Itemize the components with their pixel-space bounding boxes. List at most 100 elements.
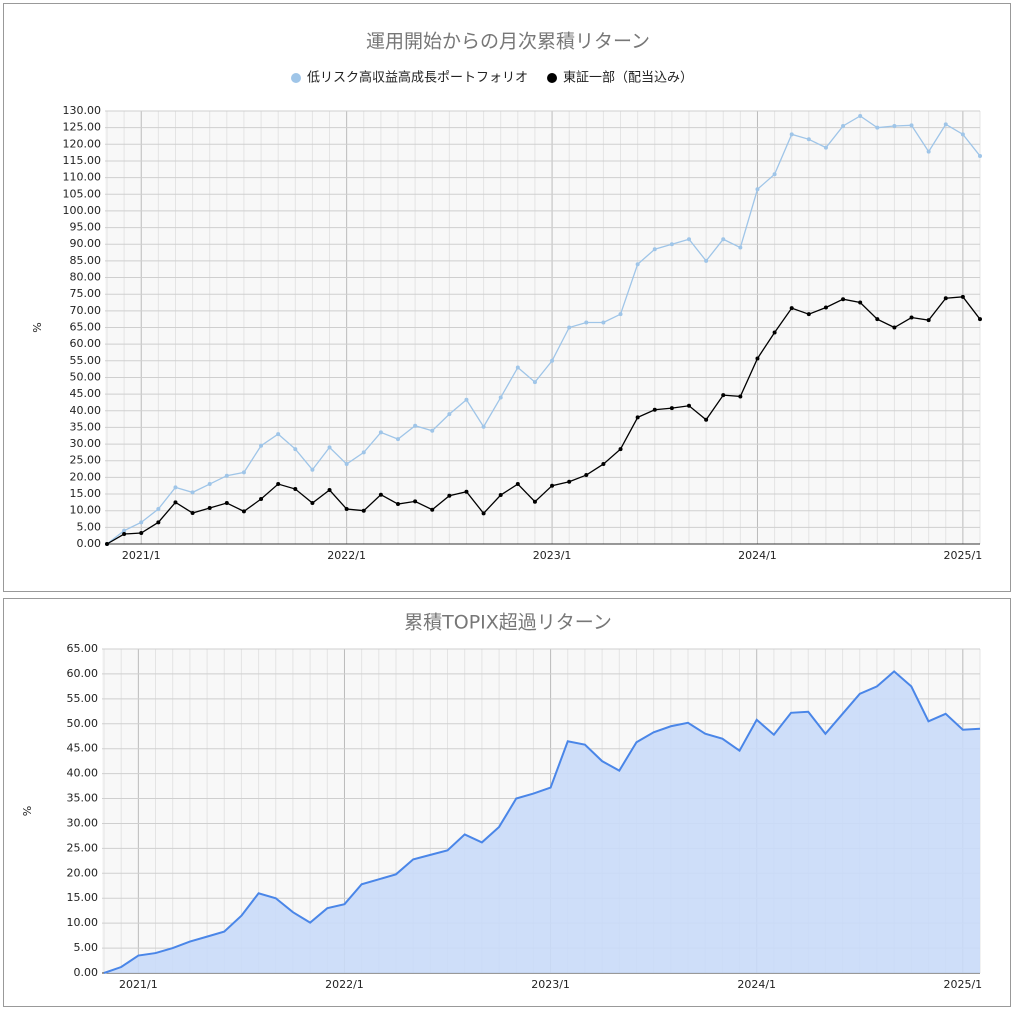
data-point (396, 437, 400, 442)
data-point (841, 123, 846, 128)
y-tick-label: 130.00 (63, 104, 102, 117)
y-tick-label: 105.00 (63, 187, 102, 200)
y-tick-label: 35.00 (67, 792, 99, 805)
area-line (103, 670, 981, 974)
y-tick-label: 90.00 (70, 237, 102, 250)
y-tick-label: 5.00 (77, 520, 102, 533)
y-tick-label: 45.00 (70, 387, 102, 400)
data-point (892, 123, 897, 128)
data-point (447, 412, 452, 417)
data-point (943, 296, 948, 301)
y-tick-label: 50.00 (67, 717, 99, 730)
data-point (926, 149, 931, 154)
y-tick-label: 60.00 (70, 337, 102, 350)
x-tick-label: 2024/1 (737, 978, 776, 991)
y-tick-label: 65.00 (67, 642, 99, 655)
data-point (190, 511, 195, 516)
data-point (139, 531, 144, 536)
data-point (618, 447, 623, 452)
y-tick-label: 50.00 (70, 370, 102, 383)
y-tick-label: 15.00 (70, 487, 102, 500)
data-point (293, 447, 298, 452)
data-point (823, 145, 828, 150)
data-point (909, 123, 914, 128)
legend-label: 東証一部（配当込み） (563, 70, 693, 86)
y-tick-label: 55.00 (67, 692, 99, 705)
area-fill (104, 671, 980, 973)
data-point (498, 395, 503, 400)
x-tick-label: 2022/1 (327, 549, 366, 562)
data-point (327, 488, 332, 493)
data-point (122, 528, 127, 533)
data-point (361, 450, 366, 455)
data-point (926, 318, 931, 323)
data-point (978, 153, 982, 158)
data-point (241, 470, 246, 475)
data-point (532, 499, 537, 504)
x-tick-label: 2022/1 (325, 978, 364, 991)
data-point (310, 467, 315, 472)
data-point (806, 137, 811, 142)
data-point (704, 417, 709, 422)
data-point (156, 520, 161, 525)
y-tick-label: 10.00 (70, 504, 102, 517)
y-tick-label: 20.00 (67, 866, 99, 879)
data-point (978, 317, 982, 322)
y-tick-label: 0.00 (74, 966, 99, 979)
y-tick-label: 40.00 (70, 404, 102, 417)
data-point (687, 403, 691, 408)
data-point (207, 482, 212, 487)
legend-label: 低リスク高収益高成長ポートフォリオ (307, 70, 528, 86)
data-point (550, 483, 555, 488)
y-tick-label: 20.00 (70, 470, 102, 483)
x-tick-label: 2024/1 (738, 549, 777, 562)
data-point (498, 493, 503, 498)
data-point (669, 242, 674, 247)
data-point (618, 312, 623, 317)
data-point (224, 473, 229, 478)
data-point (909, 315, 914, 320)
y-tick-label: 125.00 (63, 121, 102, 134)
data-point (567, 325, 572, 330)
data-point (875, 125, 880, 130)
y-tick-label: 120.00 (63, 137, 102, 150)
data-point (173, 500, 178, 505)
y-tick-label: 45.00 (67, 742, 99, 755)
y-tick-label: 85.00 (70, 254, 102, 267)
y-tick-label: 25.00 (70, 454, 102, 467)
data-point (259, 443, 264, 448)
data-point (481, 511, 486, 516)
data-point (515, 482, 520, 487)
y-tick-label: 0.00 (77, 537, 102, 550)
data-point (430, 507, 435, 512)
data-point (515, 365, 520, 370)
data-point (841, 297, 846, 302)
data-point (858, 300, 863, 305)
data-point (413, 499, 418, 504)
y-tick-label: 80.00 (70, 271, 102, 284)
data-point (669, 406, 674, 411)
y-tick-label: 60.00 (67, 667, 99, 680)
data-point (806, 312, 811, 317)
data-point (207, 506, 212, 511)
x-tick-label: 2021/1 (119, 978, 158, 991)
data-point (105, 542, 109, 546)
data-point (173, 485, 178, 490)
data-point (738, 394, 743, 399)
y-tick-label: 40.00 (67, 767, 99, 780)
data-point (276, 482, 281, 487)
data-point (156, 507, 161, 512)
data-point (584, 473, 589, 478)
data-point (481, 424, 486, 429)
data-point (532, 380, 537, 385)
data-point (823, 305, 828, 310)
chart-title: 運用開始からの月次累積リターン (366, 31, 650, 53)
data-point (652, 247, 657, 252)
data-point (567, 479, 572, 484)
series-line (106, 115, 981, 545)
data-point (259, 497, 264, 502)
y-axis-label: % (31, 322, 44, 332)
data-point (721, 393, 726, 398)
